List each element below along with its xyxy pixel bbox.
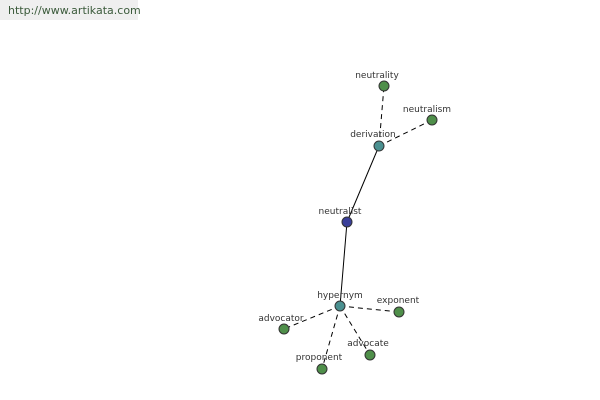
edge	[321, 305, 341, 370]
node[interactable]	[373, 140, 385, 152]
node[interactable]	[334, 300, 346, 312]
edge	[346, 145, 380, 223]
edge	[339, 305, 371, 356]
node-label[interactable]: proponent	[296, 353, 343, 363]
edge	[283, 305, 341, 330]
node-label[interactable]: exponent	[377, 296, 420, 306]
node-label[interactable]: neutrality	[355, 71, 399, 81]
node[interactable]	[278, 323, 290, 335]
header: http://www.artikata.com	[0, 0, 141, 20]
node[interactable]	[426, 114, 438, 126]
node-label[interactable]: neutralism	[403, 105, 451, 115]
edge	[378, 119, 433, 147]
node-label[interactable]: hypernym	[317, 291, 363, 301]
node[interactable]	[341, 216, 353, 228]
node-label[interactable]: advocate	[347, 339, 389, 349]
node-label[interactable]: advocator	[258, 314, 304, 324]
node[interactable]	[393, 306, 405, 318]
node[interactable]	[378, 80, 390, 92]
edge	[378, 85, 385, 147]
node[interactable]	[364, 349, 376, 361]
edge	[339, 305, 400, 313]
node-label[interactable]: derivation	[350, 130, 396, 140]
site-url[interactable]: http://www.artikata.com	[8, 4, 141, 17]
edge	[339, 221, 348, 307]
node-label[interactable]: neutralist	[319, 207, 362, 217]
node[interactable]	[316, 363, 328, 375]
